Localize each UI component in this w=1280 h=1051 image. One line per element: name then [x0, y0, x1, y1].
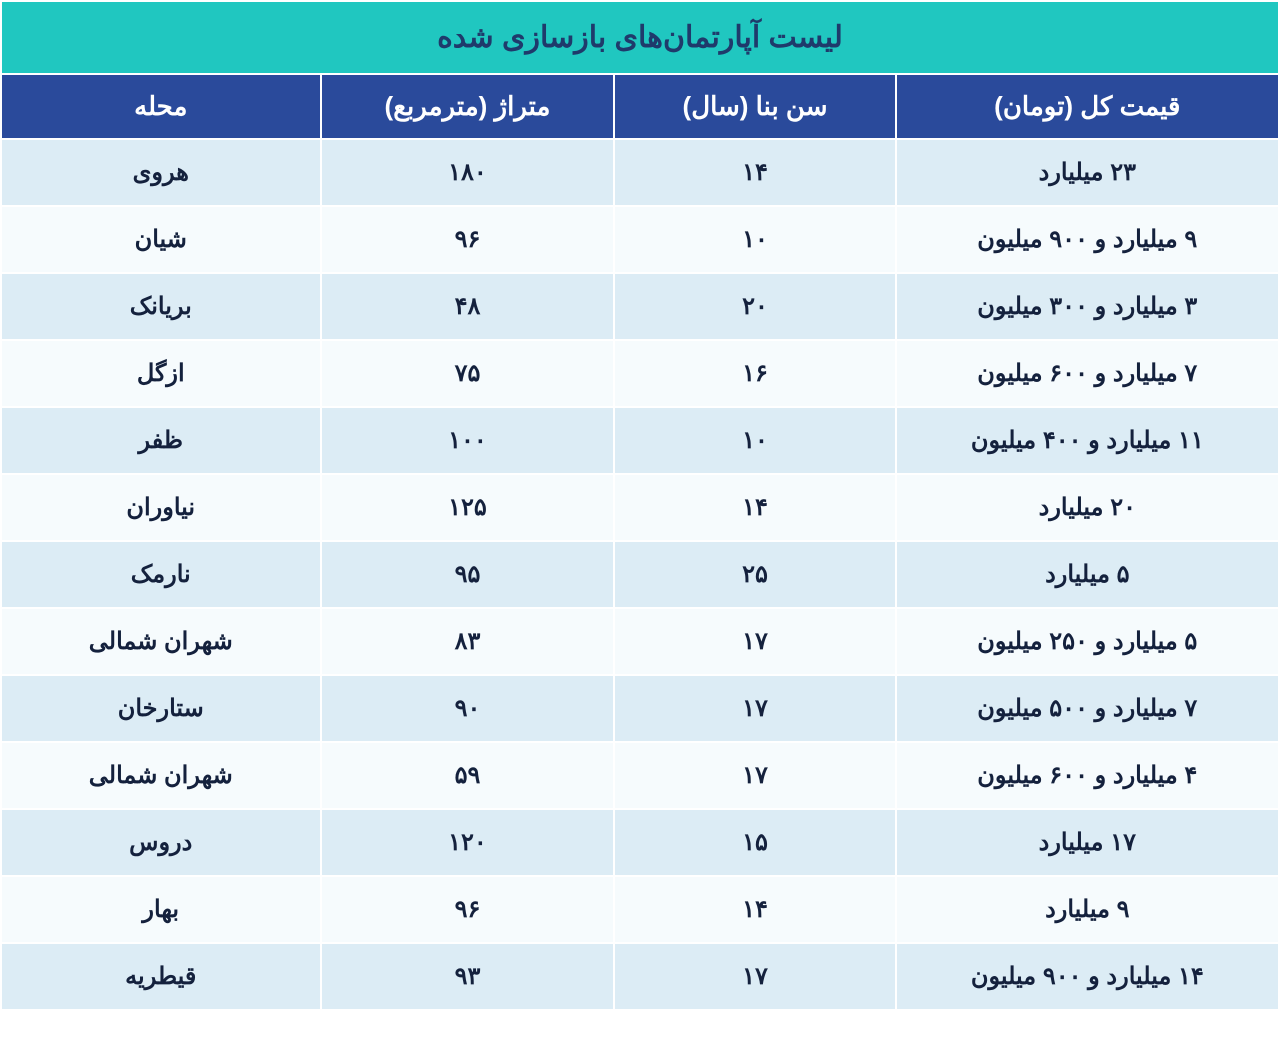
cell-price: ۵ میلیارد — [896, 541, 1279, 608]
cell-age: ۱۷ — [614, 675, 895, 742]
cell-age: ۱۵ — [614, 809, 895, 876]
table-row: ۵ میلیارد۲۵۹۵نارمک — [1, 541, 1279, 608]
cell-price: ۲۰ میلیارد — [896, 474, 1279, 541]
table-title-row: لیست آپارتمان‌های بازسازی شده — [1, 1, 1279, 74]
cell-area: ۹۶ — [321, 876, 615, 943]
cell-location: شهران شمالی — [1, 608, 321, 675]
cell-area: ۸۳ — [321, 608, 615, 675]
cell-area: ۷۵ — [321, 340, 615, 407]
table-row: ۱۷ میلیارد۱۵۱۲۰دروس — [1, 809, 1279, 876]
cell-age: ۱۶ — [614, 340, 895, 407]
cell-price: ۷ میلیارد و ۵۰۰ میلیون — [896, 675, 1279, 742]
cell-age: ۱۰ — [614, 206, 895, 273]
cell-location: دروس — [1, 809, 321, 876]
cell-area: ۱۲۰ — [321, 809, 615, 876]
table-row: ۷ میلیارد و ۶۰۰ میلیون۱۶۷۵ازگل — [1, 340, 1279, 407]
col-header-age: سن بنا (سال) — [614, 74, 895, 139]
cell-location: بریانک — [1, 273, 321, 340]
apartments-price-table: لیست آپارتمان‌های بازسازی شده قیمت کل (ت… — [0, 0, 1280, 1011]
cell-area: ۹۶ — [321, 206, 615, 273]
cell-location: ازگل — [1, 340, 321, 407]
cell-area: ۹۳ — [321, 943, 615, 1010]
cell-price: ۱۷ میلیارد — [896, 809, 1279, 876]
cell-age: ۱۷ — [614, 608, 895, 675]
cell-price: ۵ میلیارد و ۲۵۰ میلیون — [896, 608, 1279, 675]
cell-price: ۹ میلیارد — [896, 876, 1279, 943]
table-row: ۷ میلیارد و ۵۰۰ میلیون۱۷۹۰ستارخان — [1, 675, 1279, 742]
table-header-row: قیمت کل (تومان) سن بنا (سال) متراژ (مترم… — [1, 74, 1279, 139]
table-row: ۳ میلیارد و ۳۰۰ میلیون۲۰۴۸بریانک — [1, 273, 1279, 340]
cell-location: نیاوران — [1, 474, 321, 541]
cell-area: ۱۸۰ — [321, 139, 615, 206]
cell-location: قیطریه — [1, 943, 321, 1010]
cell-age: ۱۰ — [614, 407, 895, 474]
cell-age: ۱۴ — [614, 474, 895, 541]
col-header-price: قیمت کل (تومان) — [896, 74, 1279, 139]
cell-location: هروی — [1, 139, 321, 206]
col-header-area: متراژ (مترمربع) — [321, 74, 615, 139]
table-row: ۹ میلیارد و ۹۰۰ میلیون۱۰۹۶شیان — [1, 206, 1279, 273]
cell-location: ستارخان — [1, 675, 321, 742]
cell-age: ۱۷ — [614, 742, 895, 809]
cell-area: ۵۹ — [321, 742, 615, 809]
cell-location: شیان — [1, 206, 321, 273]
table-row: ۲۳ میلیارد۱۴۱۸۰هروی — [1, 139, 1279, 206]
cell-area: ۹۵ — [321, 541, 615, 608]
table-row: ۵ میلیارد و ۲۵۰ میلیون۱۷۸۳شهران شمالی — [1, 608, 1279, 675]
col-header-location: محله — [1, 74, 321, 139]
cell-price: ۱۱ میلیارد و ۴۰۰ میلیون — [896, 407, 1279, 474]
cell-location: ظفر — [1, 407, 321, 474]
cell-age: ۲۵ — [614, 541, 895, 608]
table-row: ۹ میلیارد۱۴۹۶بهار — [1, 876, 1279, 943]
table-row: ۴ میلیارد و ۶۰۰ میلیون۱۷۵۹شهران شمالی — [1, 742, 1279, 809]
cell-price: ۱۴ میلیارد و ۹۰۰ میلیون — [896, 943, 1279, 1010]
cell-age: ۱۴ — [614, 139, 895, 206]
cell-area: ۱۲۵ — [321, 474, 615, 541]
cell-price: ۴ میلیارد و ۶۰۰ میلیون — [896, 742, 1279, 809]
cell-location: شهران شمالی — [1, 742, 321, 809]
cell-area: ۴۸ — [321, 273, 615, 340]
table-row: ۲۰ میلیارد۱۴۱۲۵نیاوران — [1, 474, 1279, 541]
table-row: ۱۴ میلیارد و ۹۰۰ میلیون۱۷۹۳قیطریه — [1, 943, 1279, 1010]
cell-age: ۱۴ — [614, 876, 895, 943]
cell-price: ۷ میلیارد و ۶۰۰ میلیون — [896, 340, 1279, 407]
cell-location: بهار — [1, 876, 321, 943]
table-title: لیست آپارتمان‌های بازسازی شده — [1, 1, 1279, 74]
cell-price: ۳ میلیارد و ۳۰۰ میلیون — [896, 273, 1279, 340]
table-row: ۱۱ میلیارد و ۴۰۰ میلیون۱۰۱۰۰ظفر — [1, 407, 1279, 474]
cell-price: ۲۳ میلیارد — [896, 139, 1279, 206]
cell-age: ۱۷ — [614, 943, 895, 1010]
cell-location: نارمک — [1, 541, 321, 608]
cell-age: ۲۰ — [614, 273, 895, 340]
cell-price: ۹ میلیارد و ۹۰۰ میلیون — [896, 206, 1279, 273]
cell-area: ۹۰ — [321, 675, 615, 742]
cell-area: ۱۰۰ — [321, 407, 615, 474]
